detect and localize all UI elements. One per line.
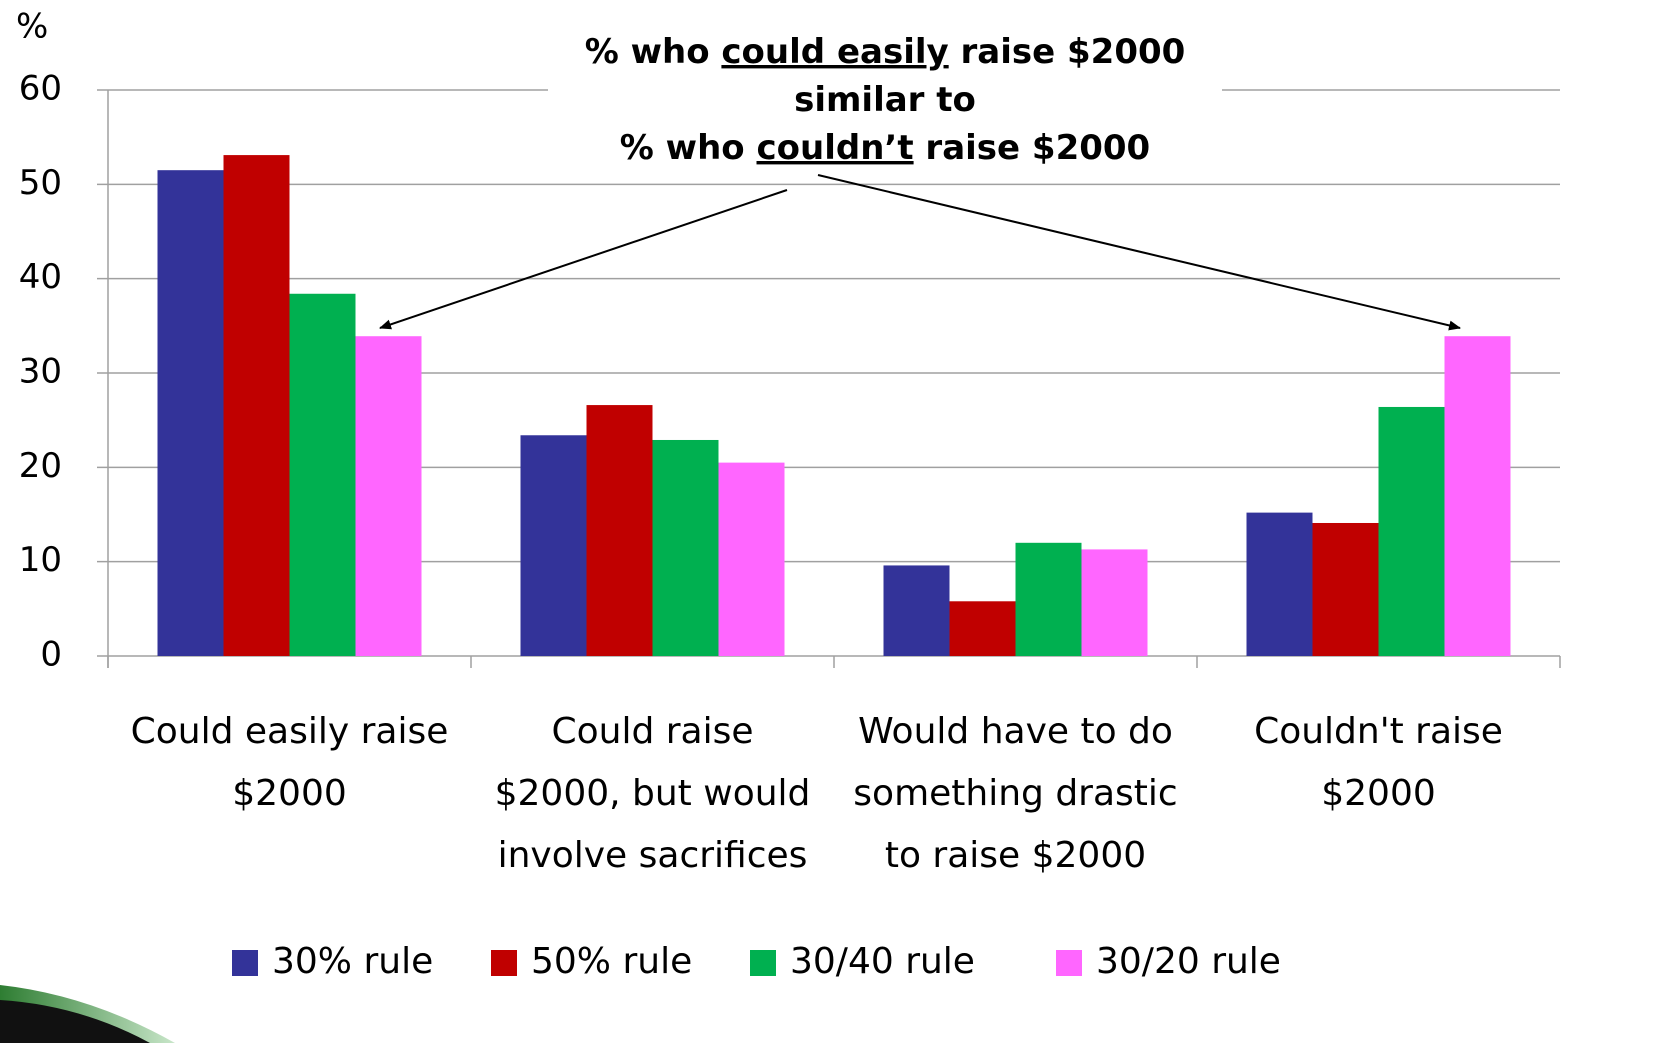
y-tick-label: 30 <box>19 352 62 392</box>
x-tick-label: Could easily raise $2000 <box>90 701 490 825</box>
bar <box>224 155 290 656</box>
y-tick-label: 60 <box>19 69 62 109</box>
bar <box>521 435 587 656</box>
annotation-text: similar to <box>794 80 976 120</box>
bar <box>1445 336 1511 656</box>
annotation-segment: % who <box>620 128 757 168</box>
bar <box>1313 523 1379 656</box>
legend-swatch <box>1056 950 1082 976</box>
bar <box>158 170 224 656</box>
annotation-segment: % who <box>585 32 722 72</box>
annotation-segment: could easily <box>721 32 948 72</box>
annotation-segment: raise $2000 <box>949 32 1186 72</box>
annotation-arrow <box>818 175 1460 328</box>
legend-label: 30% rule <box>272 941 433 982</box>
y-tick-label: 0 <box>40 635 62 675</box>
bar <box>884 565 950 656</box>
legend-label: 30/40 rule <box>790 941 975 982</box>
bar <box>719 463 785 656</box>
bar <box>290 294 356 656</box>
annotation-text: % who could easily raise $2000 <box>585 32 1186 72</box>
bar <box>653 440 719 656</box>
annotation-segment: couldn’t <box>757 128 914 168</box>
x-tick-label: Couldn't raise $2000 <box>1179 701 1579 825</box>
bar <box>1082 549 1148 656</box>
legend-swatch <box>232 950 258 976</box>
bar <box>587 405 653 656</box>
legend-label: 30/20 rule <box>1096 941 1281 982</box>
y-tick-label: 50 <box>19 163 62 203</box>
legend-swatch <box>750 950 776 976</box>
y-axis-label: % <box>16 7 48 47</box>
x-tick-label: Could raise $2000, but would involve sac… <box>453 701 853 887</box>
annotation-segment: similar to <box>794 80 976 120</box>
legend-swatch <box>491 950 517 976</box>
y-tick-label: 20 <box>19 446 62 486</box>
y-tick-label: 40 <box>19 257 62 297</box>
page: % 0 10 20 30 40 50 60 % who could easily raise … <box>0 0 1671 1043</box>
y-tick-label: 10 <box>19 540 62 580</box>
bar <box>950 601 1016 656</box>
bar <box>1016 543 1082 656</box>
annotation-segment: raise $2000 <box>914 128 1151 168</box>
bar <box>356 336 422 656</box>
bar <box>1379 407 1445 656</box>
annotation-text: % who couldn’t raise $2000 <box>620 128 1150 168</box>
x-tick-label: Would have to do something drastic to ra… <box>816 701 1216 887</box>
legend-label: 50% rule <box>531 941 692 982</box>
annotation-arrow <box>380 190 787 328</box>
bar <box>1247 513 1313 656</box>
